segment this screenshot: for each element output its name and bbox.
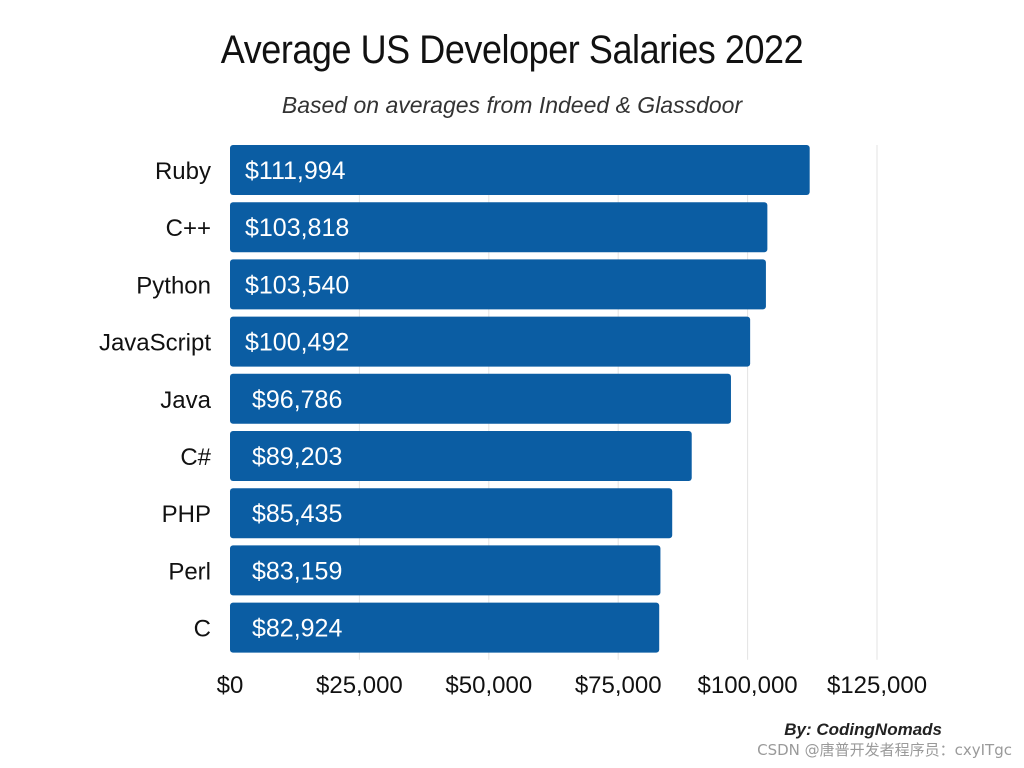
category-label: Java (160, 387, 211, 414)
bar-value-label: $103,540 (245, 271, 349, 299)
bar (230, 545, 661, 596)
bar-value-label: $111,994 (245, 157, 346, 185)
x-tick-label: $50,000 (445, 672, 532, 699)
bar (230, 202, 768, 253)
x-tick-label: $75,000 (575, 672, 662, 699)
bar (230, 431, 692, 481)
x-tick-label: $25,000 (316, 672, 403, 699)
watermark-text: CSDN @唐普开发者程序员：cxyITgc (757, 741, 1012, 759)
bar (230, 316, 751, 367)
bar (230, 373, 731, 424)
bar-value-label: $83,159 (252, 557, 342, 585)
category-label: Ruby (155, 158, 211, 185)
category-label: JavaScript (99, 330, 211, 357)
bar (230, 602, 660, 653)
category-label: C++ (166, 215, 211, 242)
credit-text: By: CodingNomads (784, 720, 942, 739)
chart-title: Average US Developer Salaries 2022 (220, 28, 804, 72)
x-tick-label: $125,000 (827, 672, 927, 699)
category-label: PHP (162, 501, 211, 528)
bar (230, 145, 810, 195)
bar-value-label: $100,492 (245, 329, 349, 357)
bar-value-label: $96,786 (252, 386, 342, 414)
x-tick-label: $100,000 (698, 672, 798, 699)
bar (230, 259, 766, 310)
chart-subtitle: Based on averages from Indeed & Glassdoo… (281, 92, 743, 118)
bar-value-label: $89,203 (252, 443, 342, 471)
bar (230, 488, 673, 539)
category-label: Python (136, 272, 211, 299)
category-label: C (194, 616, 211, 643)
bar-value-label: $82,924 (252, 615, 342, 643)
category-label: Perl (168, 558, 211, 585)
x-tick-label: $0 (217, 672, 244, 699)
bar-value-label: $85,435 (252, 500, 342, 528)
category-label: C# (180, 444, 211, 471)
bar-value-label: $103,818 (245, 214, 349, 242)
